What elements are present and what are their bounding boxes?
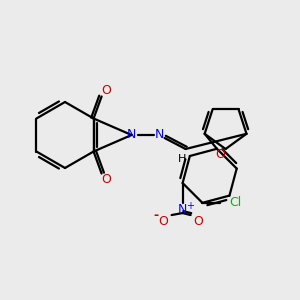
Text: O: O [159,214,169,227]
Text: -: - [153,208,158,221]
Text: N: N [155,128,164,142]
Text: O: O [102,84,112,97]
Text: O: O [102,173,112,186]
Text: Cl: Cl [230,196,242,209]
Text: N: N [178,202,187,215]
Text: N: N [127,128,136,142]
Text: H: H [177,154,186,164]
Text: +: + [186,201,194,211]
Text: O: O [216,148,226,161]
Text: O: O [194,214,203,227]
